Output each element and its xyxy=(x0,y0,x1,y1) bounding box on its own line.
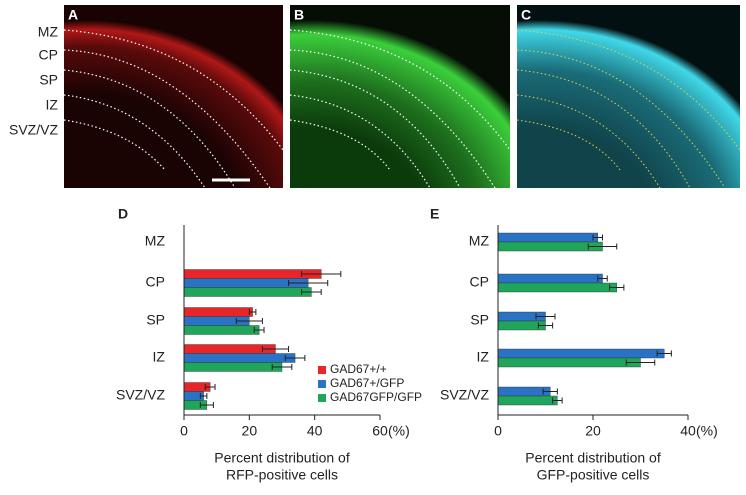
x-axis-label: Percent distribution of xyxy=(525,450,661,466)
error-bar xyxy=(625,359,656,366)
error-bar xyxy=(537,322,554,329)
y-tick-label: IZ xyxy=(477,349,490,365)
x-axis-label: GFP-positive cells xyxy=(537,467,650,483)
error-bar xyxy=(253,327,265,333)
legend-label: GAD67+/GFP xyxy=(330,376,404,390)
legend-label: GAD67+/+ xyxy=(330,362,387,376)
error-bar xyxy=(204,384,216,390)
micrograph-a xyxy=(64,5,283,188)
x-tick-label: 0 xyxy=(180,423,188,439)
y-tick-label: CP xyxy=(146,274,165,290)
y-tick-label: IZ xyxy=(153,349,166,365)
x-unit: (%) xyxy=(388,423,410,439)
legend-label: GAD67GFP/GFP xyxy=(330,390,422,404)
y-tick-label: SVZ/VZ xyxy=(440,387,489,403)
layer-label: MZ xyxy=(38,24,59,40)
bar xyxy=(497,232,598,243)
error-bar xyxy=(284,355,306,361)
bar xyxy=(497,273,603,284)
x-unit: (%) xyxy=(696,423,718,439)
y-tick-label: SP xyxy=(470,312,489,328)
x-axis-label: RFP-positive cells xyxy=(226,467,338,483)
legend-swatch xyxy=(318,380,326,388)
bar xyxy=(183,353,296,363)
error-bar xyxy=(235,318,263,324)
layer-label: SP xyxy=(39,72,58,88)
x-tick-label: 40 xyxy=(307,423,323,439)
layer-label: CP xyxy=(39,47,58,63)
panel-label: D xyxy=(118,206,128,222)
error-bar xyxy=(288,280,329,286)
y-tick-label: SP xyxy=(146,312,165,328)
x-tick-label: 40 xyxy=(680,423,696,439)
panel-label: E xyxy=(430,206,439,222)
legend-swatch xyxy=(318,394,326,402)
layer-boundaries-c xyxy=(516,29,741,189)
error-bar xyxy=(592,234,603,241)
x-tick-label: 20 xyxy=(242,423,258,439)
error-bar xyxy=(248,309,257,315)
panel-label: C xyxy=(521,7,531,23)
y-tick-label: SVZ/VZ xyxy=(116,387,165,403)
bar xyxy=(497,348,665,359)
layer-label: SVZ/VZ xyxy=(9,122,58,138)
bar xyxy=(183,344,276,354)
bar xyxy=(497,241,603,252)
bar xyxy=(183,269,322,279)
y-tick-label: MZ xyxy=(469,233,490,249)
x-tick-label: 0 xyxy=(494,423,502,439)
image-panels: A B C MZ CP SP IZ SVZ/VZ xyxy=(9,5,741,189)
x-axis-label: Percent distribution of xyxy=(214,450,350,466)
error-bar xyxy=(199,393,208,399)
error-bar xyxy=(301,289,322,295)
layer-label: IZ xyxy=(46,97,59,113)
panel-label: A xyxy=(68,7,78,23)
error-bar xyxy=(199,402,214,408)
error-bar xyxy=(301,271,342,277)
error-bar xyxy=(261,346,290,352)
micrograph-b xyxy=(290,5,510,188)
error-bar xyxy=(542,388,558,395)
bar xyxy=(497,395,558,406)
x-tick-label: 20 xyxy=(585,423,601,439)
y-tick-label: CP xyxy=(470,274,489,290)
bar xyxy=(497,357,641,368)
error-bar xyxy=(587,243,618,250)
legend-swatch xyxy=(318,366,326,374)
bar xyxy=(497,282,617,293)
error-bar xyxy=(552,397,563,404)
panel-label: B xyxy=(294,7,304,23)
layer-boundaries xyxy=(63,29,511,189)
y-tick-label: MZ xyxy=(145,233,166,249)
bar xyxy=(183,307,253,317)
bar xyxy=(497,386,551,397)
bar xyxy=(183,287,312,297)
micrograph-c xyxy=(517,5,740,188)
x-tick-label: 60 xyxy=(372,423,388,439)
bar xyxy=(183,325,260,335)
error-bar xyxy=(609,284,625,291)
error-bar xyxy=(535,313,556,320)
bar xyxy=(183,362,283,372)
error-bar xyxy=(271,364,293,370)
error-bar xyxy=(656,350,672,357)
error-bar xyxy=(597,275,608,282)
